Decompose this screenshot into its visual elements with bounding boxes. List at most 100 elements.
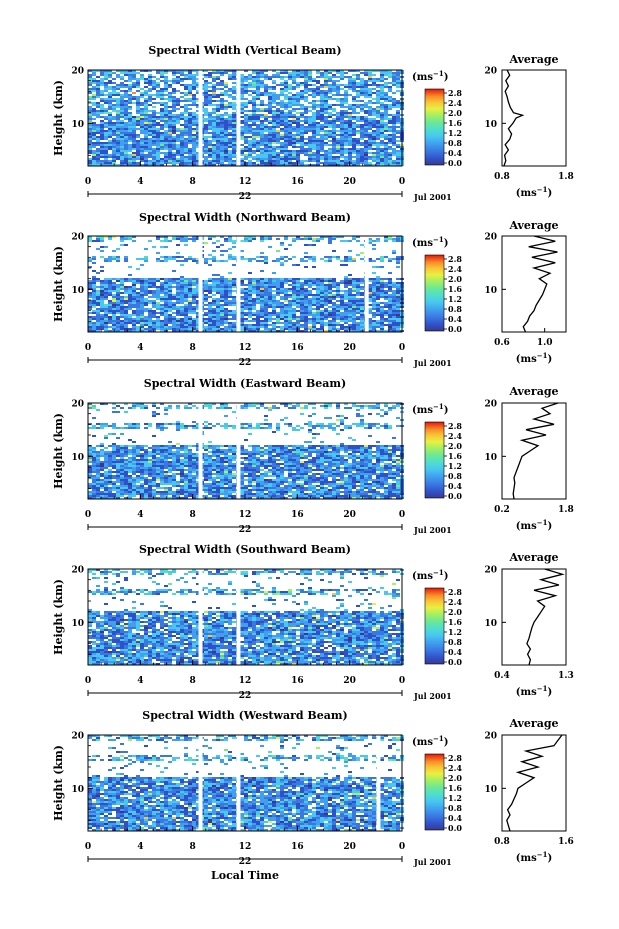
heatmap-cell [296, 290, 300, 292]
heatmap-cell [372, 144, 376, 146]
heatmap-cell [312, 330, 316, 332]
heatmap-cell [376, 138, 380, 140]
heatmap-cell [268, 152, 272, 154]
heatmap-cell [316, 76, 320, 78]
heatmap-cell [112, 146, 116, 148]
heatmap-cell [256, 116, 260, 118]
heatmap-cell [304, 86, 308, 88]
heatmap-cell [96, 298, 100, 300]
heatmap-cell [336, 330, 340, 332]
heatmap-cell [300, 152, 304, 154]
heatmap-cell [340, 134, 344, 136]
heatmap-cell [108, 74, 112, 76]
heatmap-cell [256, 74, 260, 76]
heatmap-cell [224, 326, 228, 328]
heatmap-cell [124, 84, 128, 86]
heatmap-cell [120, 90, 124, 92]
heatmap-cell [196, 318, 200, 320]
heatmap-cell [328, 104, 332, 106]
heatmap-cell [348, 310, 352, 312]
heatmap-cell [156, 132, 160, 134]
heatmap-cell [396, 136, 400, 138]
heatmap-cell [120, 122, 124, 124]
heatmap-cell [184, 310, 188, 312]
heatmap-cell [268, 284, 272, 286]
heatmap-cell [212, 128, 216, 130]
x-axis: 0 4 8 12 16 20 0 [85, 161, 405, 197]
heatmap-cell [184, 278, 188, 280]
heatmap-cell [272, 330, 276, 332]
heatmap-cell [232, 326, 236, 328]
heatmap-cell [268, 102, 272, 104]
heatmap-cell [116, 296, 120, 298]
heatmap-cell [104, 258, 108, 260]
heatmap-cell [228, 280, 232, 282]
heatmap-cell [292, 164, 296, 166]
heatmap-cell [256, 70, 260, 72]
heatmap-cell [276, 156, 280, 158]
heatmap-cell [212, 286, 216, 288]
heatmap-cell [316, 314, 320, 316]
heatmap-cell [308, 130, 312, 132]
heatmap-cell [136, 312, 140, 314]
heatmap-cell [396, 122, 400, 124]
heatmap-cell [256, 126, 260, 128]
heatmap-cell [136, 328, 140, 330]
heatmap-cell [304, 294, 308, 296]
heatmap-cell [240, 96, 244, 98]
heatmap-cell [356, 86, 360, 88]
heatmap-cell [168, 94, 172, 96]
heatmap-cell [328, 144, 332, 146]
heatmap-cell [232, 106, 236, 108]
heatmap-cell [320, 92, 324, 94]
heatmap-cell [140, 122, 144, 124]
heatmap-cell [148, 80, 152, 82]
heatmap-cell [108, 286, 112, 288]
heatmap-cell [332, 294, 336, 296]
heatmap-cell [328, 292, 332, 294]
heatmap-cell [104, 126, 108, 128]
heatmap-cell [232, 156, 236, 158]
heatmap-cell [324, 304, 328, 306]
heatmap-cell [148, 278, 152, 280]
heatmap-cell [380, 106, 384, 108]
heatmap-cell [116, 316, 120, 318]
heatmap-cell [240, 154, 244, 156]
heatmap-cell [196, 92, 200, 94]
heatmap-cell [188, 316, 192, 318]
heatmap-cell [304, 116, 308, 118]
heatmap-cell [100, 120, 104, 122]
heatmap-cell [324, 310, 328, 312]
heatmap-cell [120, 322, 124, 324]
heatmap-cell [216, 306, 220, 308]
heatmap-cell [152, 88, 156, 90]
heatmap-cell [288, 288, 292, 290]
heatmap-cell [344, 152, 348, 154]
heatmap-cell [132, 134, 136, 136]
heatmap-cell [144, 140, 148, 142]
heatmap-cell [216, 132, 220, 134]
heatmap-cell [100, 322, 104, 324]
heatmap-cell [244, 326, 248, 328]
heatmap-cell [244, 120, 248, 122]
heatmap-cell [312, 284, 316, 286]
heatmap-cell [308, 286, 312, 288]
heatmap-cell [248, 102, 252, 104]
heatmap-cell [328, 112, 332, 114]
heatmap-cell [132, 144, 136, 146]
heatmap-cell [144, 92, 148, 94]
heatmap-cells [88, 236, 404, 332]
heatmap-cell [212, 144, 216, 146]
heatmap-cell [228, 272, 232, 274]
heatmap-cell [268, 280, 272, 282]
heatmap-cell [212, 250, 216, 252]
heatmap-cell [292, 122, 296, 124]
heatmap-cell [328, 280, 332, 282]
heatmap-cell [184, 120, 188, 122]
heatmap-cell [340, 280, 344, 282]
heatmap-cell [108, 294, 112, 296]
heatmap-cell [196, 162, 200, 164]
heatmap-cell [264, 114, 268, 116]
heatmap-cell [212, 312, 216, 314]
heatmap-cell [264, 128, 268, 130]
